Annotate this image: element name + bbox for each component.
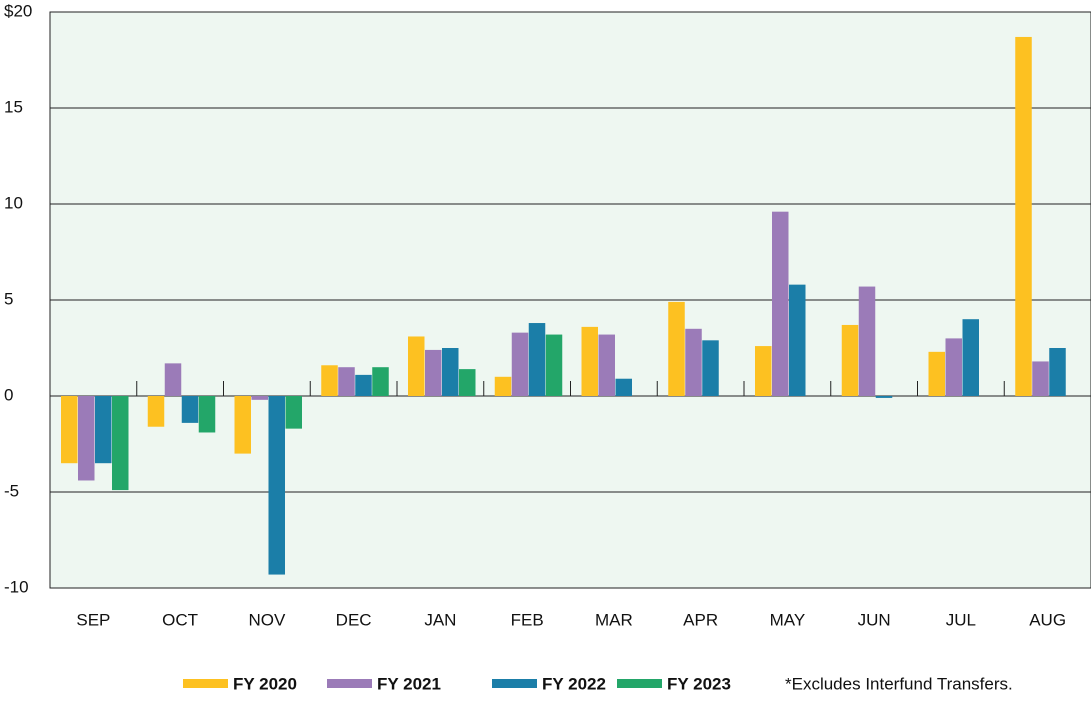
x-tick-label: JUL [946,610,976,629]
bar [268,396,285,575]
legend-swatch [617,679,662,688]
bar [494,376,512,396]
bar [615,378,632,396]
bar [755,346,772,396]
bar [321,365,338,396]
y-tick-label: 5 [4,289,13,308]
legend-label: FY 2022 [542,674,606,693]
bar [841,324,859,396]
x-tick-label: FEB [511,610,544,629]
y-tick-label: 0 [4,385,13,404]
bar [95,396,112,464]
legend-label: FY 2021 [377,674,441,693]
x-tick-label: APR [683,610,718,629]
bar [425,349,442,396]
bar [459,369,476,396]
bar [61,396,78,464]
legend-label: FY 2020 [233,674,297,693]
x-tick-label: AUG [1029,610,1066,629]
bar [147,396,165,427]
bar [251,396,268,400]
bar [858,286,876,396]
bar [668,301,685,396]
bar [112,396,129,491]
legend-label: FY 2023 [667,674,731,693]
bar [598,334,615,396]
bar [545,334,563,396]
legend-swatch [327,679,372,688]
bar [408,336,425,396]
bar [355,374,372,396]
bar [78,396,95,481]
y-tick-label: -5 [4,481,19,500]
bar [511,332,529,396]
x-tick-label: OCT [162,610,198,629]
bar [285,396,302,429]
bar [702,340,719,396]
y-tick-label: $20 [4,1,32,20]
y-tick-label: -10 [4,577,29,596]
x-tick-label: JUN [858,610,891,629]
x-tick-label: JAN [424,610,456,629]
bar [442,348,459,396]
x-tick-label: SEP [76,610,110,629]
bar [789,284,806,396]
bar [962,319,979,396]
bar [581,326,598,396]
bar [164,363,182,396]
bar [198,396,216,433]
legend-swatch [492,679,537,688]
bar [875,396,893,398]
x-tick-label: MAY [770,610,806,629]
footnote: *Excludes Interfund Transfers. [785,674,1013,693]
bar [338,367,355,396]
y-tick-label: 10 [4,193,23,212]
bar [1032,361,1049,396]
bar [181,396,199,423]
bar [372,367,389,396]
bar [1015,36,1032,397]
bar [945,338,962,396]
x-tick-label: MAR [595,610,633,629]
x-tick-label: NOV [248,610,286,629]
bar [1049,348,1066,396]
legend-swatch [183,679,228,688]
bar [234,396,251,454]
bar [528,323,546,396]
x-tick-label: DEC [336,610,372,629]
bar [685,328,702,396]
bar [928,351,945,396]
y-tick-label: 15 [4,97,23,116]
bar [772,211,789,396]
